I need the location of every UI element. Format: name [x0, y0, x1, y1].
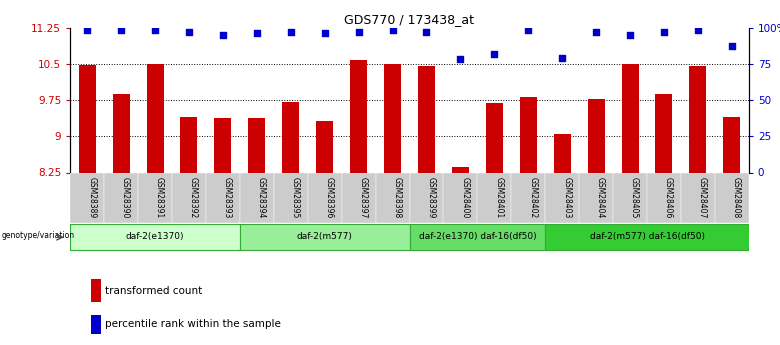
Bar [282, 102, 300, 172]
Bar [307, 172, 342, 223]
Point [624, 32, 636, 38]
FancyBboxPatch shape [410, 224, 545, 250]
Text: GSM28395: GSM28395 [291, 177, 300, 218]
Bar [206, 172, 240, 223]
Text: GSM28390: GSM28390 [121, 177, 130, 218]
Bar [215, 118, 232, 172]
Text: GSM28404: GSM28404 [596, 177, 605, 218]
Text: GSM28408: GSM28408 [732, 177, 741, 218]
Text: GSM28394: GSM28394 [257, 177, 266, 218]
Bar [681, 172, 714, 223]
Point [386, 28, 399, 33]
Bar [172, 172, 206, 223]
Bar [180, 117, 197, 172]
Text: GSM28406: GSM28406 [664, 177, 673, 218]
Bar [587, 99, 604, 172]
Text: GSM28400: GSM28400 [460, 177, 470, 218]
Text: GSM28402: GSM28402 [528, 177, 537, 218]
Point [692, 28, 704, 33]
Text: percentile rank within the sample: percentile rank within the sample [105, 319, 282, 329]
Bar [105, 172, 138, 223]
Text: transformed count: transformed count [105, 286, 203, 296]
Text: daf-2(e1370) daf-16(df50): daf-2(e1370) daf-16(df50) [419, 232, 536, 241]
Text: GSM28403: GSM28403 [562, 177, 571, 218]
Text: GSM28407: GSM28407 [698, 177, 707, 218]
Bar [418, 66, 435, 172]
Point [658, 29, 670, 35]
Bar [248, 118, 265, 172]
Text: daf-2(e1370): daf-2(e1370) [126, 232, 184, 241]
Bar [690, 66, 707, 172]
Text: daf-2(m577): daf-2(m577) [296, 232, 353, 241]
Bar [443, 172, 477, 223]
Text: daf-2(m577) daf-16(df50): daf-2(m577) daf-16(df50) [590, 232, 704, 241]
Bar [79, 65, 96, 172]
Point [488, 51, 501, 57]
Bar [112, 94, 129, 172]
Bar [655, 94, 672, 172]
Bar [647, 172, 681, 223]
Bar [519, 97, 537, 172]
Bar [274, 172, 308, 223]
Point [353, 29, 365, 35]
Text: GSM28405: GSM28405 [630, 177, 639, 218]
Bar [723, 117, 740, 172]
Text: GSM28399: GSM28399 [427, 177, 435, 218]
Point [420, 29, 433, 35]
Bar [316, 121, 333, 172]
Text: GSM28389: GSM28389 [87, 177, 96, 218]
Bar [376, 172, 410, 223]
FancyBboxPatch shape [240, 224, 410, 250]
Text: GSM28393: GSM28393 [223, 177, 232, 218]
Bar [384, 64, 401, 172]
Point [725, 44, 738, 49]
Bar [452, 167, 469, 172]
Title: GDS770 / 173438_at: GDS770 / 173438_at [345, 13, 474, 27]
Point [285, 29, 297, 35]
Point [81, 28, 94, 33]
Bar [579, 172, 613, 223]
Bar [486, 104, 503, 172]
Bar [342, 172, 376, 223]
Text: GSM28401: GSM28401 [495, 177, 503, 218]
Bar [90, 315, 101, 334]
Point [318, 31, 331, 36]
Bar [240, 172, 274, 223]
Bar [90, 279, 101, 302]
Bar [613, 172, 647, 223]
Text: GSM28398: GSM28398 [392, 177, 402, 218]
Bar [477, 172, 512, 223]
Text: GSM28397: GSM28397 [359, 177, 367, 218]
Point [217, 32, 229, 38]
Point [183, 29, 195, 35]
Point [590, 29, 602, 35]
Point [522, 28, 534, 33]
Text: genotype/variation: genotype/variation [2, 231, 75, 240]
Bar [70, 172, 105, 223]
Text: GSM28391: GSM28391 [155, 177, 164, 218]
Point [149, 28, 161, 33]
Text: GSM28396: GSM28396 [324, 177, 334, 218]
Bar [410, 172, 443, 223]
Bar [147, 64, 164, 172]
Bar [545, 172, 579, 223]
Bar [350, 60, 367, 172]
Point [556, 55, 569, 61]
Bar [622, 64, 639, 172]
Bar [554, 134, 571, 172]
Bar [138, 172, 172, 223]
FancyBboxPatch shape [545, 224, 749, 250]
Point [454, 57, 466, 62]
Bar [714, 172, 749, 223]
Point [115, 28, 127, 33]
Point [250, 31, 263, 36]
Text: GSM28392: GSM28392 [189, 177, 198, 218]
Bar [512, 172, 545, 223]
FancyBboxPatch shape [70, 224, 240, 250]
